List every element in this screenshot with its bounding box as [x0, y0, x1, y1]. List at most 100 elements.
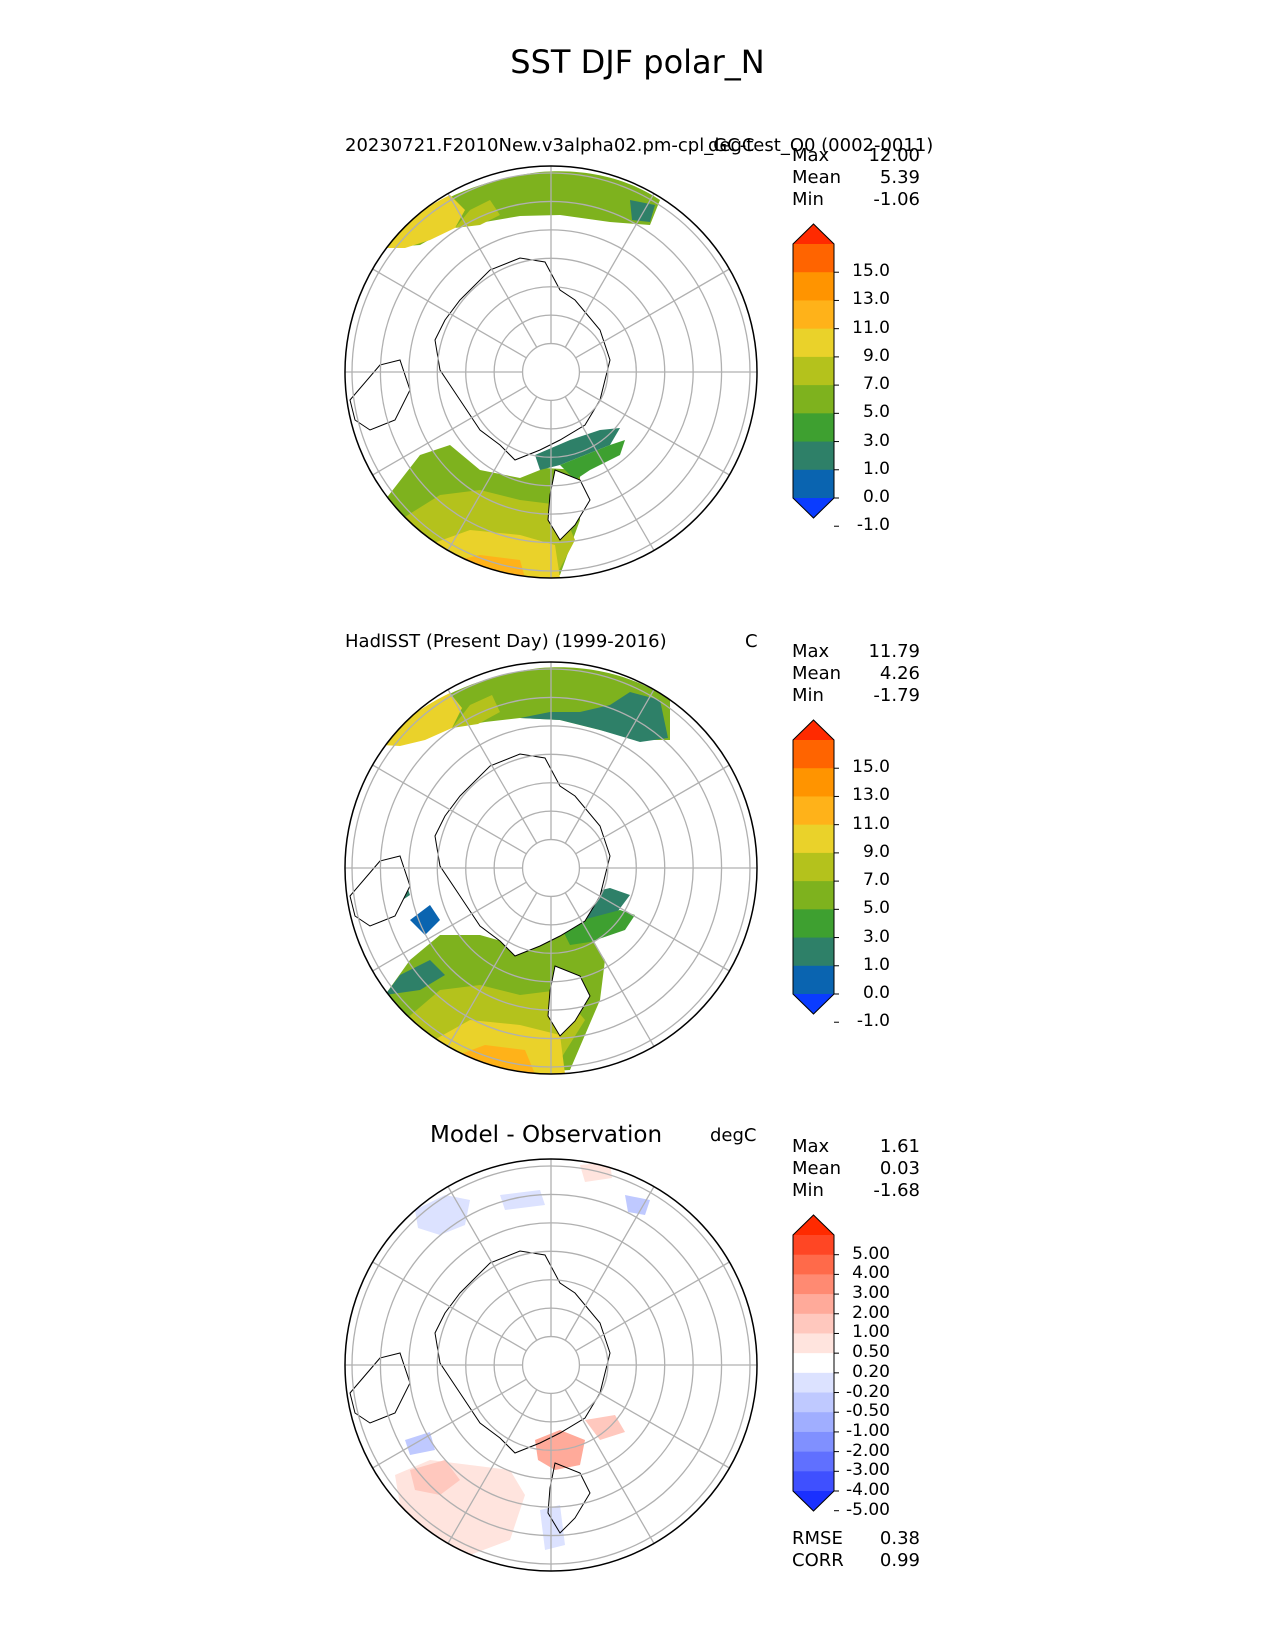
map-1-pacific-yellow [380, 195, 465, 248]
colorbar-upper-extension [793, 224, 834, 244]
colorbar-tick-label: 5.0 [862, 898, 890, 919]
panel-2-mean-value: 4.26 [879, 663, 920, 684]
colorbar-tick-label: 3.0 [862, 926, 890, 947]
colorbar-tick-label: -5.00 [846, 1499, 890, 1520]
polar-grid-2 [344, 661, 758, 1075]
colorbar-segment [793, 740, 834, 769]
colorbar-tick-label: 3.0 [862, 430, 890, 451]
colorbar-tick-label: -3.00 [846, 1460, 890, 1481]
colorbar-segment [793, 1471, 834, 1492]
panel-1-min-label: Min [792, 189, 824, 210]
colorbar-tick-label: 5.00 [852, 1243, 890, 1264]
map-2-pacific-yellow [380, 693, 462, 746]
panel-2-units: C [745, 631, 758, 652]
colorbar-tick-label: 9.0 [862, 841, 890, 862]
map-2-barents-green [560, 910, 635, 945]
colorbar-2 [792, 719, 839, 1023]
meridian-line-5 [447, 396, 538, 551]
colorbar-tick-label: 13.0 [852, 289, 890, 310]
meridian-line-8 [372, 1261, 527, 1352]
colorbar-segment [793, 796, 834, 826]
panel-3-mean-value: 0.03 [879, 1158, 920, 1179]
colorbar-segment [793, 937, 834, 967]
polar-grid-3 [344, 1158, 758, 1572]
map-2-coastlines [349, 753, 611, 1037]
map-3-bering-blue-patch [625, 1195, 650, 1215]
map-1-coastlines [349, 257, 611, 541]
map-2 [349, 667, 670, 1074]
panel-2-max-label: Max [792, 641, 830, 662]
colorbar-segment [793, 356, 834, 386]
meridian-line-8 [372, 268, 527, 359]
meridian-line-5 [447, 1389, 538, 1544]
colorbar-segment [793, 1254, 834, 1275]
colorbar-segment [793, 1294, 834, 1315]
colorbar-tick-label: 15.0 [852, 757, 890, 778]
meridian-line-11 [564, 689, 655, 844]
colorbar-segment [793, 1235, 834, 1256]
panel-1-units: degC [708, 135, 755, 156]
colorbar-tick-label: 15.0 [852, 261, 890, 282]
colorbar-segment [793, 1353, 834, 1374]
colorbar-segment [793, 300, 834, 330]
meridian-line-2 [575, 1378, 730, 1469]
panel-3-min-label: Min [792, 1180, 824, 1201]
colorbar-tick-label: 4.00 [852, 1263, 890, 1284]
map-1-barents-teal [535, 428, 620, 470]
map-3-pacific-blue-patch-1 [415, 1195, 470, 1235]
panel-2-min-value: -1.79 [873, 685, 920, 706]
meridian-line-2 [575, 385, 730, 476]
map-1-pacific-green [380, 171, 660, 248]
meridian-line-9 [447, 1186, 538, 1341]
colorbar-segment [793, 413, 834, 443]
meridian-line-6 [372, 1378, 527, 1469]
polar-grid-1 [344, 165, 758, 579]
colorbar-tick-label: 3.00 [852, 1283, 890, 1304]
colorbar-tick-label: -4.00 [846, 1480, 890, 1500]
colorbar-segment [793, 768, 834, 797]
colorbar-segment [793, 1431, 834, 1453]
colorbar-segment [793, 244, 834, 273]
colorbar-segment [793, 328, 834, 358]
meridian-line-2 [575, 881, 730, 972]
colorbar-tick-label: 9.0 [862, 345, 890, 366]
latitude-ring-1 [521, 1335, 581, 1395]
map-3-labrador-blue-patch [405, 1432, 435, 1455]
colorbar-segment [793, 881, 834, 910]
colorbar-tick-label: -2.00 [846, 1440, 890, 1461]
panel-1-max-label: Max [792, 145, 830, 166]
meridian-line-11 [564, 1186, 655, 1341]
map-1-pacific-olive [455, 200, 500, 228]
colorbar-segment [793, 1274, 834, 1295]
colorbar-segment [793, 469, 834, 499]
colorbar-upper-extension [793, 720, 834, 740]
colorbar-lower-extension [793, 1491, 834, 1511]
colorbar-segment [793, 385, 834, 414]
meridian-line-8 [372, 764, 527, 855]
colorbars [792, 223, 839, 1512]
colorbar-segment [793, 965, 834, 995]
panel-1-max-value: 12.00 [868, 145, 920, 166]
panel-1-mean-value: 5.39 [879, 167, 920, 188]
colorbar-segment [793, 1412, 834, 1433]
map-3-nordic-blue-patch [540, 1505, 565, 1550]
colorbar-tick-label: 0.0 [862, 983, 890, 1003]
panel-2-min-label: Min [792, 685, 824, 706]
panel-3-min-value: -1.68 [873, 1180, 920, 1201]
colorbar-segment [793, 272, 834, 301]
colorbar-tick-label: 13.0 [852, 785, 890, 806]
map-1 [349, 171, 660, 578]
panel-3-rmse-label: RMSE [792, 1528, 843, 1549]
meridian-line-3 [564, 396, 655, 551]
panel-3-title: Model - Observation [430, 1122, 663, 1148]
colorbar-tick-label: 0.20 [852, 1361, 890, 1382]
figure-title: SST DJF polar_N [510, 43, 765, 81]
map-2-baffin-blue [410, 905, 440, 935]
colorbar-segment [793, 909, 834, 939]
map-3-barents-red-patch-2 [585, 1415, 625, 1440]
colorbar-segment [793, 1333, 834, 1354]
colorbar-tick-label: 2.00 [852, 1302, 890, 1323]
meridian-line-3 [564, 892, 655, 1047]
